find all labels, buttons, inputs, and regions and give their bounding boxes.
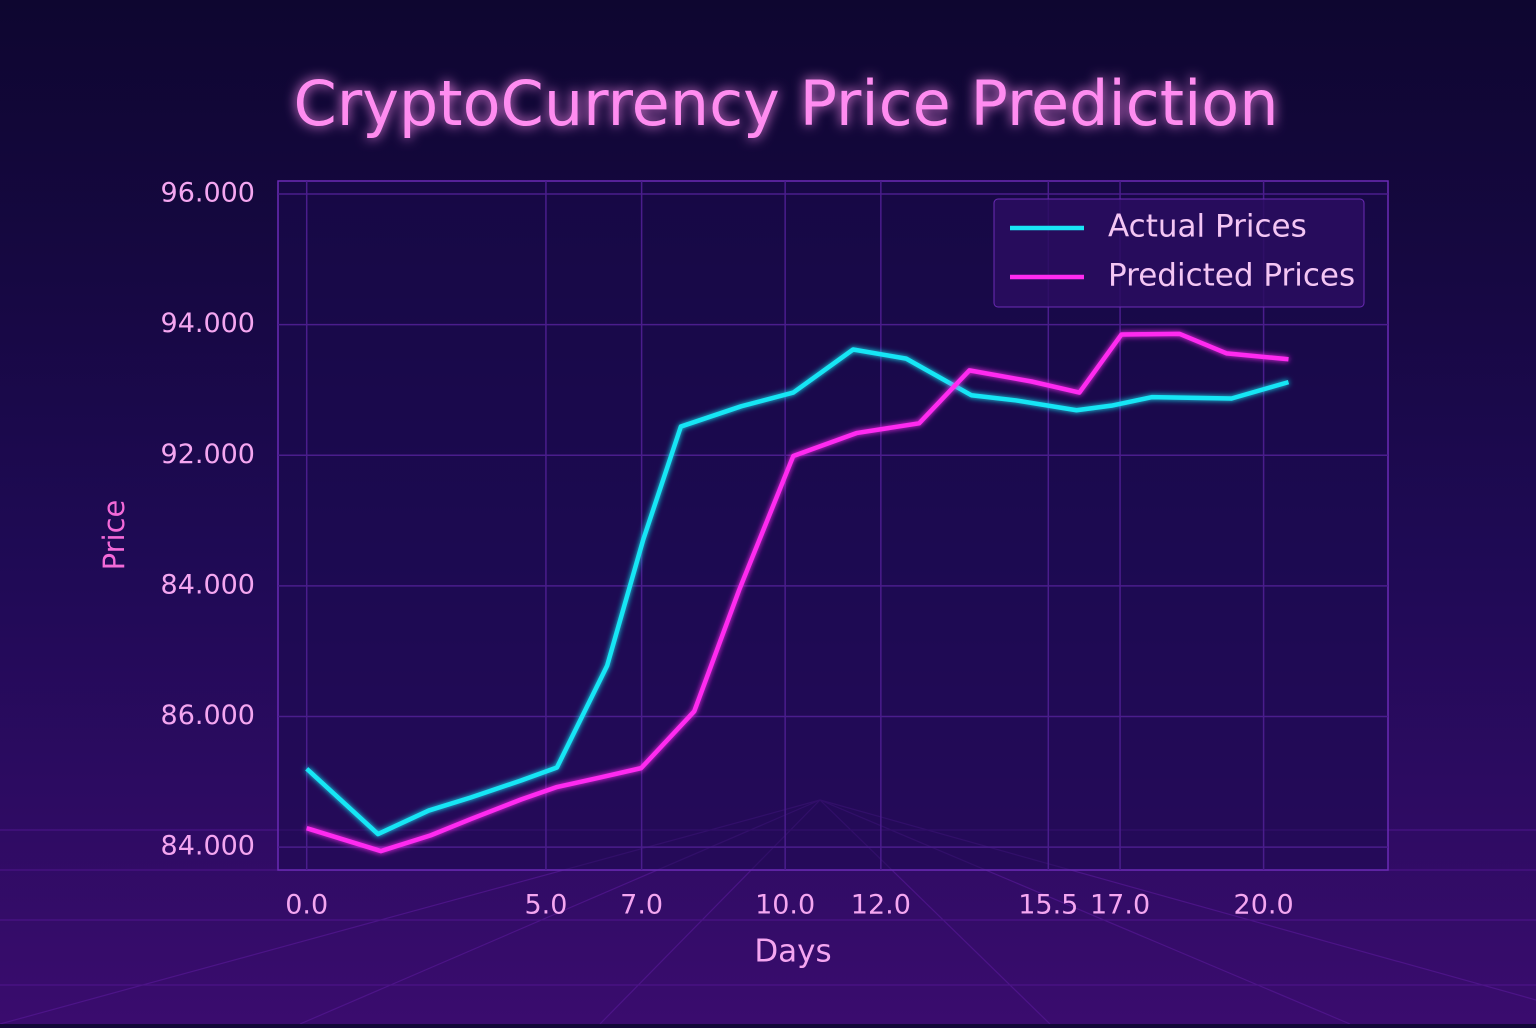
legend bbox=[993, 198, 1365, 308]
x-tick-label: 15.5 bbox=[1018, 890, 1078, 921]
data-line bbox=[305, 347, 1290, 837]
x-tick-label: 12.0 bbox=[851, 890, 911, 921]
x-tick-label: 5.0 bbox=[524, 890, 567, 921]
y-tick-label: 84.000 bbox=[161, 831, 255, 862]
y-axis-label: Price bbox=[97, 500, 131, 571]
x-tick-label: 20.0 bbox=[1234, 890, 1294, 921]
legend-label: Predicted Prices bbox=[1108, 258, 1355, 294]
data-line bbox=[306, 331, 1289, 854]
x-tick-label: 17.0 bbox=[1090, 890, 1150, 921]
chart-title: CryptoCurrency Price Prediction bbox=[293, 67, 1278, 140]
x-axis-label: Days bbox=[754, 934, 831, 970]
legend-label: Actual Prices bbox=[1108, 209, 1307, 245]
y-tick-label: 92.000 bbox=[161, 439, 255, 470]
y-tick-label: 94.000 bbox=[161, 308, 255, 339]
x-tick-label: 10.0 bbox=[755, 890, 815, 921]
x-tick-label: 7.0 bbox=[620, 890, 663, 921]
y-tick-label: 84.000 bbox=[161, 569, 255, 600]
x-tick-label: 0.0 bbox=[285, 890, 328, 921]
y-tick-label: 86.000 bbox=[161, 700, 255, 731]
y-tick-label: 96.000 bbox=[161, 178, 255, 209]
